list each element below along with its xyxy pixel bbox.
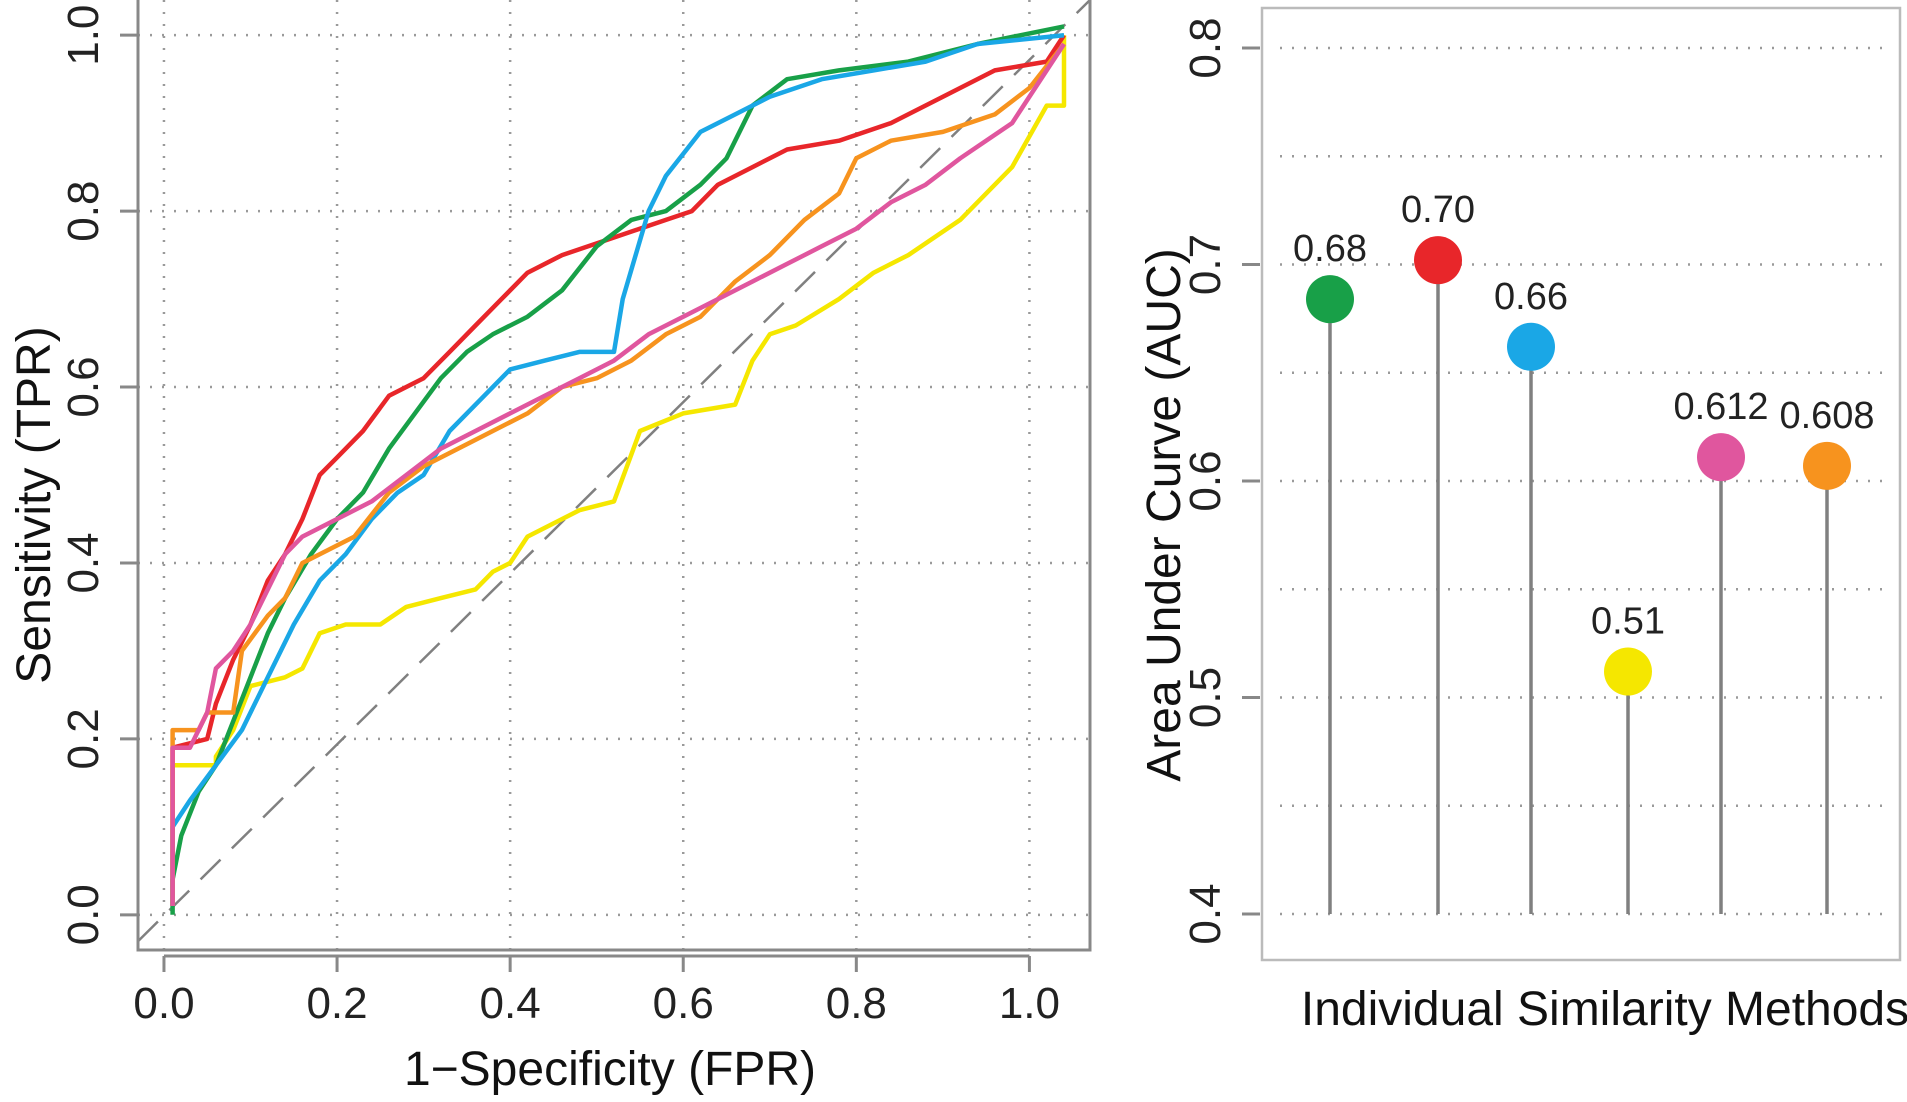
auc-y-tick-label: 0.4: [1181, 883, 1230, 944]
auc-y-tick-label: 0.7: [1181, 234, 1230, 295]
auc-chart: 0.680.700.660.510.612 0.608 0.40.50.60.70…: [1138, 6, 1907, 1036]
auc-value-label: 0.66: [1494, 276, 1568, 318]
auc-points: [1306, 236, 1851, 696]
auc-y-axis: 0.4 0.5 0.6 0.7 0.8: [1181, 17, 1260, 945]
roc-y-axis-title: Sensitivity (TPR): [8, 326, 61, 683]
auc-point: [1697, 433, 1745, 482]
auc-point: [1604, 647, 1652, 696]
auc-value-label: 0.70: [1401, 189, 1475, 231]
roc-y-axis: 0.0 0.2 0.4 0.6 0.8 1.0: [59, 5, 138, 945]
auc-point: [1414, 236, 1462, 285]
roc-plot-frame: [136, 0, 1092, 952]
roc-x-axis-title: 1−Specificity (FPR): [404, 1043, 816, 1096]
roc-x-axis: 0.0 0.2 0.4 0.6 0.8 1.0: [133, 954, 1060, 1028]
roc-chart: 0.0 0.2 0.4 0.6 0.8 1.0 0.0 0.2 0.4 0.6 0.8 1.0 1−…: [8, 0, 1092, 1096]
auc-y-tick-label: 0.6: [1181, 450, 1230, 511]
auc-x-axis-title: Individual Similarity Methods: [1301, 983, 1907, 1036]
roc-y-tick-label: 0.2: [59, 708, 108, 769]
auc-point: [1507, 322, 1555, 371]
auc-point: [1803, 441, 1851, 490]
roc-y-tick-label: 0.8: [59, 181, 108, 242]
auc-y-tick-label: 0.8: [1181, 17, 1230, 78]
roc-x-tick-label: 0.8: [826, 979, 887, 1028]
roc-y-tick-label: 0.6: [59, 356, 108, 417]
auc-y-axis-title: Area Under Curve (AUC): [1138, 248, 1191, 781]
auc-gridlines: [1280, 46, 1890, 916]
roc-curve-5: [170, 42, 1066, 906]
auc-value-label: 0.51: [1591, 601, 1665, 643]
roc-curve-2: [170, 24, 1065, 915]
auc-value-label: 0.68: [1293, 228, 1367, 270]
auc-value-labels: 0.68 0.70 0.66 0.51 0.612 0.608: [1293, 189, 1875, 642]
roc-x-tick-label: 0.6: [653, 979, 714, 1028]
roc-y-tick-label: 1.0: [59, 5, 108, 66]
roc-curve-0: [170, 35, 1067, 906]
auc-plot-frame: [1260, 6, 1902, 962]
auc-point: [1306, 275, 1354, 324]
auc-value-label: 0.612: [1673, 386, 1768, 428]
auc-value-label: 0.608: [1779, 395, 1874, 437]
roc-curves: [170, 24, 1067, 915]
roc-x-tick-label: 0.4: [480, 979, 541, 1028]
auc-stems: [1328, 260, 1829, 914]
roc-y-tick-label: 0.0: [59, 884, 108, 945]
roc-x-tick-label: 0.2: [306, 979, 367, 1028]
roc-reference-diagonal: [137, 0, 1091, 943]
roc-x-tick-label: 1.0: [999, 979, 1060, 1028]
roc-gridlines: [138, 0, 1090, 950]
auc-y-tick-label: 0.5: [1181, 667, 1230, 728]
roc-x-tick-label: 0.0: [133, 979, 194, 1028]
roc-curve-3: [170, 32, 1065, 906]
roc-y-tick-label: 0.4: [59, 532, 108, 593]
roc-curve-4: [170, 42, 1066, 906]
